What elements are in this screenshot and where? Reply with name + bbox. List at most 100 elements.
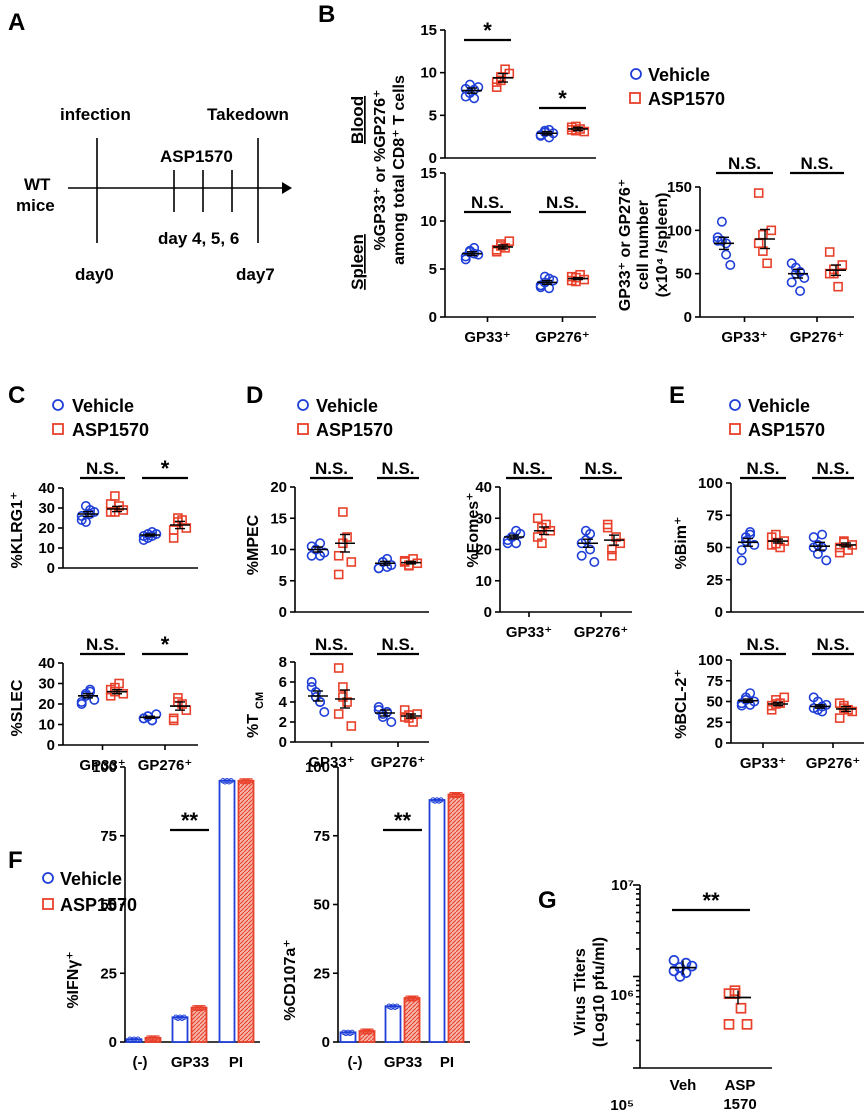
- d-mpec-ytick-label: 20: [270, 479, 287, 496]
- f-ifng-ytick-label: 75: [100, 828, 117, 845]
- d-tcm-point-asp1570: [338, 692, 348, 702]
- b-blood-ytick-label: 5: [429, 107, 437, 124]
- f-cd107a-bar-asp1570: [447, 793, 465, 1043]
- e-bcl2-ytick-label: 50: [706, 694, 723, 711]
- d-eomes-point-vehicle: [580, 535, 591, 546]
- e-bim-point-vehicle: [817, 529, 828, 540]
- g-ylabel-line2: (Log10 pfu/ml): [591, 937, 608, 1047]
- f-ifng-bar-vehicle: [218, 779, 236, 1043]
- c-slec-sig-label: *: [161, 632, 170, 657]
- b-blood-ytick-label: 0: [429, 150, 437, 167]
- c-klrg1-ytick-label: 30: [38, 500, 55, 517]
- g-point-vehicle: [686, 960, 698, 972]
- legend-e-asp1570: ASP1570: [748, 420, 825, 440]
- b-number-xtick-label: GP276⁺: [790, 329, 845, 346]
- e-bim-ytick-label: 75: [706, 507, 723, 524]
- b-blood-point-asp1570: [496, 75, 506, 86]
- f-ifng-point-vehicle: [181, 1014, 187, 1020]
- c-klrg1-ytick-label: 10: [38, 540, 55, 557]
- f-cd107a-sig-label: **: [394, 808, 412, 833]
- chart-e-bcl2: 0 25 50 75 100 GP33⁺ GP276⁺ N.S. N.S.: [698, 635, 864, 772]
- c-klrg1-ytick-label: 0: [47, 560, 55, 577]
- g-xtick-asp-1: ASP: [725, 1077, 756, 1094]
- chart-f-cd107a: 0 25 50 75 100 (-) GP33 PI **: [305, 759, 470, 1071]
- c-klrg1-sig-label: *: [161, 456, 170, 481]
- f-ifng-point-vehicle: [135, 1036, 141, 1042]
- f-ifng-ytick-label: 100: [92, 759, 117, 776]
- b-number-point-asp1570: [753, 238, 764, 249]
- d-tcm-point-asp1570: [338, 682, 348, 692]
- b-number-point-asp1570: [753, 188, 764, 198]
- d-mpec-sig-label: N.S.: [381, 459, 414, 478]
- c-slec-xtick-label: GP33⁺: [79, 757, 125, 774]
- d-mpec-ytick-label: 10: [270, 542, 287, 559]
- legend-c-asp1570: ASP1570: [72, 420, 149, 440]
- d-eomes-ytick-label: 10: [475, 573, 492, 590]
- b-number-point-vehicle: [721, 249, 732, 260]
- d-mpec-ytick-label: 15: [270, 510, 287, 527]
- e-bcl2-ytick-label: 75: [706, 673, 723, 690]
- f-cd107a-ytick-label: 100: [305, 759, 330, 776]
- b-number-point-asp1570: [824, 247, 835, 257]
- chart-d-eomes: 0 10 20 30 40 GP33⁺ GP276⁺ N.S. N.S.: [475, 459, 632, 641]
- g-point-asp1570: [735, 1002, 747, 1014]
- f-cd107a-ytick-label: 75: [313, 828, 330, 845]
- d-tcm-xtick-label: GP33⁺: [308, 754, 354, 771]
- g-point-vehicle: [668, 965, 680, 977]
- c-slec-xtick-label: GP276⁺: [138, 757, 193, 774]
- f-cd107a-bar-vehicle: [428, 799, 446, 1043]
- b-spleen-ytick-label: 0: [429, 309, 437, 326]
- d-tcm-sig-label: N.S.: [381, 635, 414, 654]
- b-spleen-point-vehicle: [473, 249, 484, 260]
- g-xtick-veh: Veh: [670, 1077, 697, 1094]
- b-ylabel-line2: among total CD8⁺ T cells: [391, 75, 408, 265]
- f-ylabel-cd107a: %CD107a⁺: [282, 939, 299, 1020]
- legend-b-vehicle-marker: [630, 68, 642, 80]
- d-tcm-point-asp1570: [333, 663, 344, 673]
- scheme-mouse-label-1: WT: [24, 175, 51, 194]
- d-eomes-point-vehicle: [515, 528, 526, 539]
- f-cd107a-point-asp1570: [368, 1028, 374, 1034]
- experiment-scheme: infection Takedown ASP1570 WT mice day 4…: [16, 105, 292, 284]
- d-tcm-ytick-label: 4: [279, 694, 288, 711]
- d-eomes-xtick-label: GP276⁺: [574, 624, 629, 641]
- e-bcl2-ytick-label: 25: [706, 714, 723, 731]
- f-ifng-xtick-label: (-): [133, 1054, 148, 1071]
- d-mpec-ytick-label: 0: [279, 604, 287, 621]
- legend-f-vehicle: Vehicle: [60, 869, 122, 889]
- legend-d-asp-marker: [297, 423, 309, 435]
- f-cd107a-point-vehicle: [349, 1029, 355, 1036]
- g-ylabel-line1: Virus Titers: [572, 948, 589, 1036]
- c-ylabel-slec: %SLEC: [9, 679, 26, 736]
- f-ifng-point-asp1570: [154, 1035, 160, 1041]
- f-ifng-ytick-label: 50: [100, 897, 117, 914]
- d-eomes-point-vehicle: [585, 544, 596, 555]
- c-klrg1-sig-label: N.S.: [86, 459, 119, 478]
- c-slec-point-asp1570: [168, 713, 179, 724]
- b-spleen-point-asp1570: [496, 241, 506, 251]
- f-cd107a-bar-vehicle: [384, 1005, 402, 1043]
- legend-d-vehicle: Vehicle: [316, 396, 378, 416]
- b-blood-point-vehicle: [464, 79, 475, 90]
- d-eomes-point-asp1570: [532, 513, 543, 524]
- e-bcl2-xtick-label: GP276⁺: [806, 755, 861, 772]
- b-right-ylabel-line1: GP33⁺ or GP276⁺: [617, 179, 634, 312]
- b-spleen-sig-label: N.S.: [546, 193, 579, 212]
- b-blood-sig-label: *: [483, 18, 492, 43]
- d-mpec-point-asp1570: [333, 569, 344, 580]
- d-ylabel-tcm-sub: CM: [254, 692, 266, 709]
- b-number-point-vehicle: [795, 266, 806, 277]
- d-tcm-xtick-label: GP276⁺: [371, 754, 426, 771]
- d-mpec-sig-label: N.S.: [315, 459, 348, 478]
- d-eomes-ytick-label: 0: [484, 604, 492, 621]
- b-spleen-point-vehicle: [544, 283, 555, 294]
- timeline-arrowhead: [282, 182, 292, 194]
- f-ifng-xtick-label: PI: [229, 1054, 243, 1071]
- chart-f-ifng: 0 25 50 75 100 (-) GP33 PI **: [92, 759, 260, 1071]
- b-blood-ytick-label: 15: [420, 22, 437, 39]
- chart-b-blood: 0 5 10 15 * *: [420, 18, 596, 167]
- chart-d-mpec: 0 5 10 15 20 N.S. N.S.: [270, 459, 429, 621]
- d-tcm-point-vehicle: [306, 681, 317, 692]
- e-bim-sig-label: N.S.: [746, 459, 779, 478]
- d-tcm-point-vehicle: [315, 696, 326, 707]
